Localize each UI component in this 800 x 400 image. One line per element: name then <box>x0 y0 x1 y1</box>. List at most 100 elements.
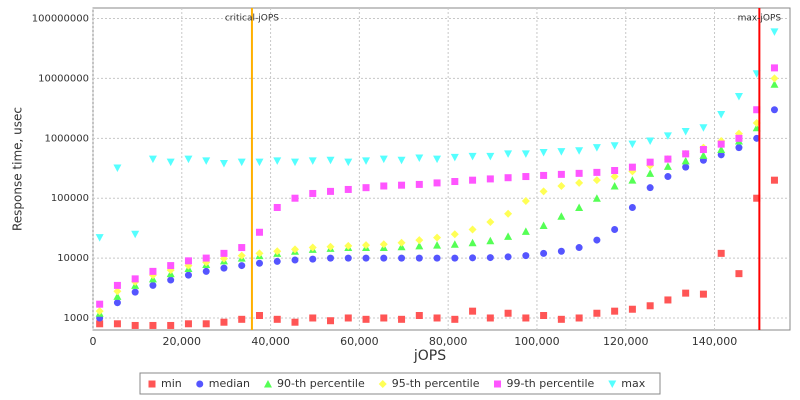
marker <box>397 156 406 165</box>
marker <box>131 321 139 329</box>
marker <box>362 184 370 192</box>
marker <box>149 281 157 289</box>
marker <box>148 155 157 164</box>
marker <box>379 155 388 164</box>
marker <box>451 315 459 323</box>
marker <box>593 309 601 317</box>
marker <box>699 151 708 159</box>
marker <box>494 380 502 388</box>
marker <box>344 185 352 193</box>
x-axis-label: jOPS <box>413 348 446 364</box>
marker <box>504 232 513 240</box>
marker <box>327 254 335 262</box>
marker <box>592 176 601 185</box>
marker <box>717 145 726 154</box>
x-tick-label: 100,000 <box>514 335 560 348</box>
marker <box>362 315 370 323</box>
marker <box>113 320 121 328</box>
marker <box>557 315 565 323</box>
marker <box>451 254 459 262</box>
marker <box>539 148 548 157</box>
marker <box>95 234 104 242</box>
marker <box>184 257 192 265</box>
marker <box>113 299 121 307</box>
marker <box>770 106 778 114</box>
marker <box>611 307 619 315</box>
marker <box>610 172 619 181</box>
marker <box>238 244 246 252</box>
legend-label: 99-th percentile <box>507 377 595 390</box>
marker <box>362 157 371 165</box>
marker <box>291 194 299 202</box>
legend-box <box>139 372 661 395</box>
marker <box>468 152 477 161</box>
x-tick-label: 80,000 <box>429 335 468 348</box>
marker <box>504 174 512 182</box>
marker <box>469 176 477 184</box>
marker <box>149 321 157 329</box>
marker <box>237 251 246 260</box>
marker <box>131 230 140 239</box>
marker-label: max-jOPS <box>738 14 782 24</box>
marker <box>469 307 477 315</box>
marker <box>646 169 655 177</box>
marker <box>167 321 175 329</box>
marker <box>184 271 192 279</box>
marker <box>646 302 654 310</box>
marker <box>540 249 548 257</box>
marker <box>202 320 210 328</box>
marker <box>184 320 192 328</box>
marker <box>468 238 477 247</box>
marker <box>770 176 778 184</box>
marker <box>308 243 317 252</box>
marker <box>539 187 548 196</box>
marker <box>327 187 335 195</box>
marker <box>362 254 370 262</box>
marker <box>646 184 654 192</box>
marker <box>273 315 281 323</box>
marker <box>646 158 654 166</box>
marker <box>326 156 335 165</box>
marker <box>290 158 299 167</box>
marker <box>450 230 459 239</box>
marker <box>202 157 211 165</box>
marker <box>593 168 601 176</box>
marker <box>344 158 353 167</box>
marker <box>398 315 406 323</box>
marker <box>378 380 387 388</box>
marker <box>628 140 637 149</box>
marker <box>664 155 672 163</box>
marker <box>415 312 423 320</box>
marker <box>557 247 565 255</box>
marker-label: critical-jOPS <box>225 14 279 24</box>
marker <box>113 292 122 300</box>
marker <box>521 227 530 235</box>
marker <box>522 314 530 322</box>
x-tick-label: 60,000 <box>340 335 379 348</box>
marker <box>415 154 424 162</box>
y-tick-label: 1000000 <box>44 133 89 144</box>
y-tick-label: 10000000 <box>38 73 89 84</box>
legend-label: median <box>209 377 250 390</box>
marker <box>113 287 122 296</box>
marker <box>699 146 707 154</box>
marker <box>273 257 281 265</box>
y-axis-label: Response time, usec <box>11 107 25 231</box>
x-tick-label: 140,000 <box>692 335 738 348</box>
plot-area <box>92 7 791 331</box>
legend-label: max <box>621 377 645 390</box>
marker <box>608 380 617 388</box>
marker <box>397 238 406 247</box>
marker <box>770 64 778 72</box>
marker <box>717 151 725 159</box>
marker <box>238 262 246 270</box>
marker <box>398 181 406 189</box>
marker <box>309 314 317 322</box>
marker <box>309 189 317 197</box>
marker <box>415 241 424 250</box>
marker <box>263 380 272 388</box>
x-tick-label: 120,000 <box>603 335 649 348</box>
marker <box>575 178 584 187</box>
marker <box>433 314 441 322</box>
marker <box>646 137 655 146</box>
